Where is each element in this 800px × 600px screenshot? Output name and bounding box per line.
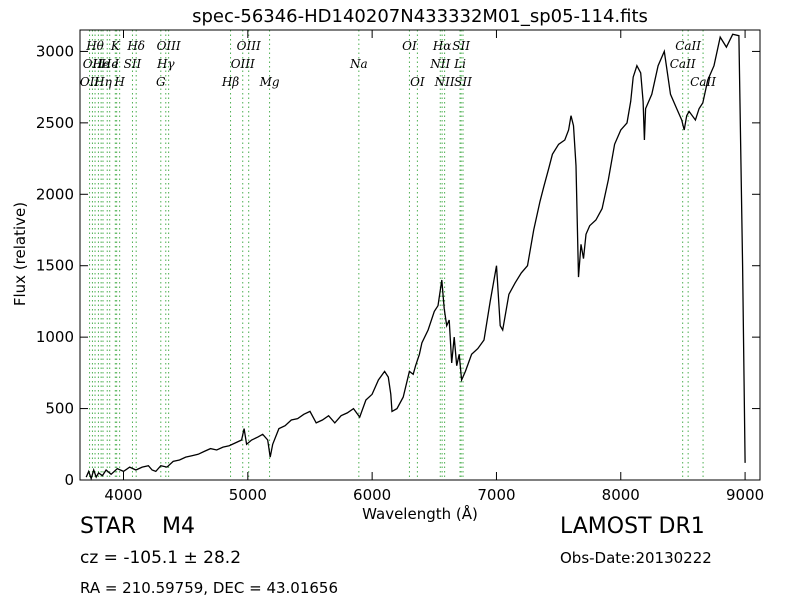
x-tick-label: 5000	[229, 486, 267, 504]
class-label: STAR	[80, 514, 137, 539]
observation-date: Obs-Date:20130222	[560, 549, 712, 567]
y-tick-label: 500	[45, 400, 74, 418]
line-marker-label: OI	[410, 75, 425, 89]
line-marker-label: Hβ	[221, 75, 239, 89]
line-marker-label: OIII	[237, 39, 261, 53]
spectrum-line	[85, 33, 746, 481]
y-tick-label: 3000	[36, 42, 74, 60]
line-marker-label: Na	[349, 57, 368, 71]
line-marker-label: G	[156, 75, 166, 89]
x-tick-label: 4000	[104, 486, 142, 504]
emission-line-labels: OIIOIIHθHeHηHeKIHSIIHδGHγOIIIHβOIIIOIIIM…	[80, 39, 716, 89]
line-marker-label: CaII	[675, 39, 701, 53]
line-marker-label: OI	[402, 39, 417, 53]
line-marker-label: CaII	[670, 57, 696, 71]
y-tick-label: 1000	[36, 328, 74, 346]
x-tick-label: 9000	[726, 486, 764, 504]
line-marker-label: Hη	[93, 75, 112, 89]
survey-name: LAMOST DR1	[560, 514, 705, 539]
y-tick-label: 2000	[36, 185, 74, 203]
y-tick-label: 0	[64, 471, 74, 489]
line-marker-label: SII	[454, 75, 472, 89]
x-tick-label: 7000	[477, 486, 515, 504]
coordinates: RA = 210.59759, DEC = 43.01656	[80, 579, 339, 597]
x-axis-label: Wavelength (Å)	[362, 505, 478, 523]
line-marker-label: Hθ	[85, 39, 104, 53]
y-axis-label: Flux (relative)	[11, 201, 29, 307]
line-marker-label: CaII	[690, 75, 716, 89]
line-marker-label: K	[110, 39, 121, 53]
x-tick-label: 8000	[602, 486, 640, 504]
plot-frame	[79, 29, 761, 481]
emission-line-markers	[89, 30, 704, 480]
chart-title: spec-56346-HD140207N433332M01_sp05-114.f…	[192, 6, 648, 27]
classification: STAR M4	[80, 514, 221, 539]
line-marker-label: He	[100, 57, 119, 71]
line-marker-label: OII	[83, 57, 103, 71]
line-marker-label: Hγ	[156, 57, 175, 71]
line-marker-label: He	[91, 57, 110, 71]
y-tick-label: 2500	[36, 114, 74, 132]
line-marker-label: Li	[453, 57, 466, 71]
axis-ticks: 4000 5000 6000 7000 8000 9000 0 500 1000 1500 2000…	[36, 30, 764, 504]
line-marker-label: I	[113, 57, 119, 71]
line-marker-label: OIII	[231, 57, 255, 71]
line-marker-label: SII	[452, 39, 470, 53]
line-marker-label: OII	[80, 75, 100, 89]
line-marker-label: H	[113, 75, 125, 89]
subclass-label: M4	[162, 514, 196, 539]
line-marker-label: Hδ	[126, 39, 145, 53]
line-marker-label: OIII	[157, 39, 181, 53]
line-marker-label: NII	[434, 75, 455, 89]
line-marker-label: SII	[124, 57, 142, 71]
line-marker-label: Hα	[432, 39, 452, 53]
y-tick-label: 1500	[36, 257, 74, 275]
x-tick-label: 6000	[353, 486, 391, 504]
redshift-value: cz = -105.1 ± 28.2	[80, 548, 242, 568]
line-marker-label: Mg	[259, 75, 280, 89]
line-marker-label: NII	[429, 57, 450, 71]
